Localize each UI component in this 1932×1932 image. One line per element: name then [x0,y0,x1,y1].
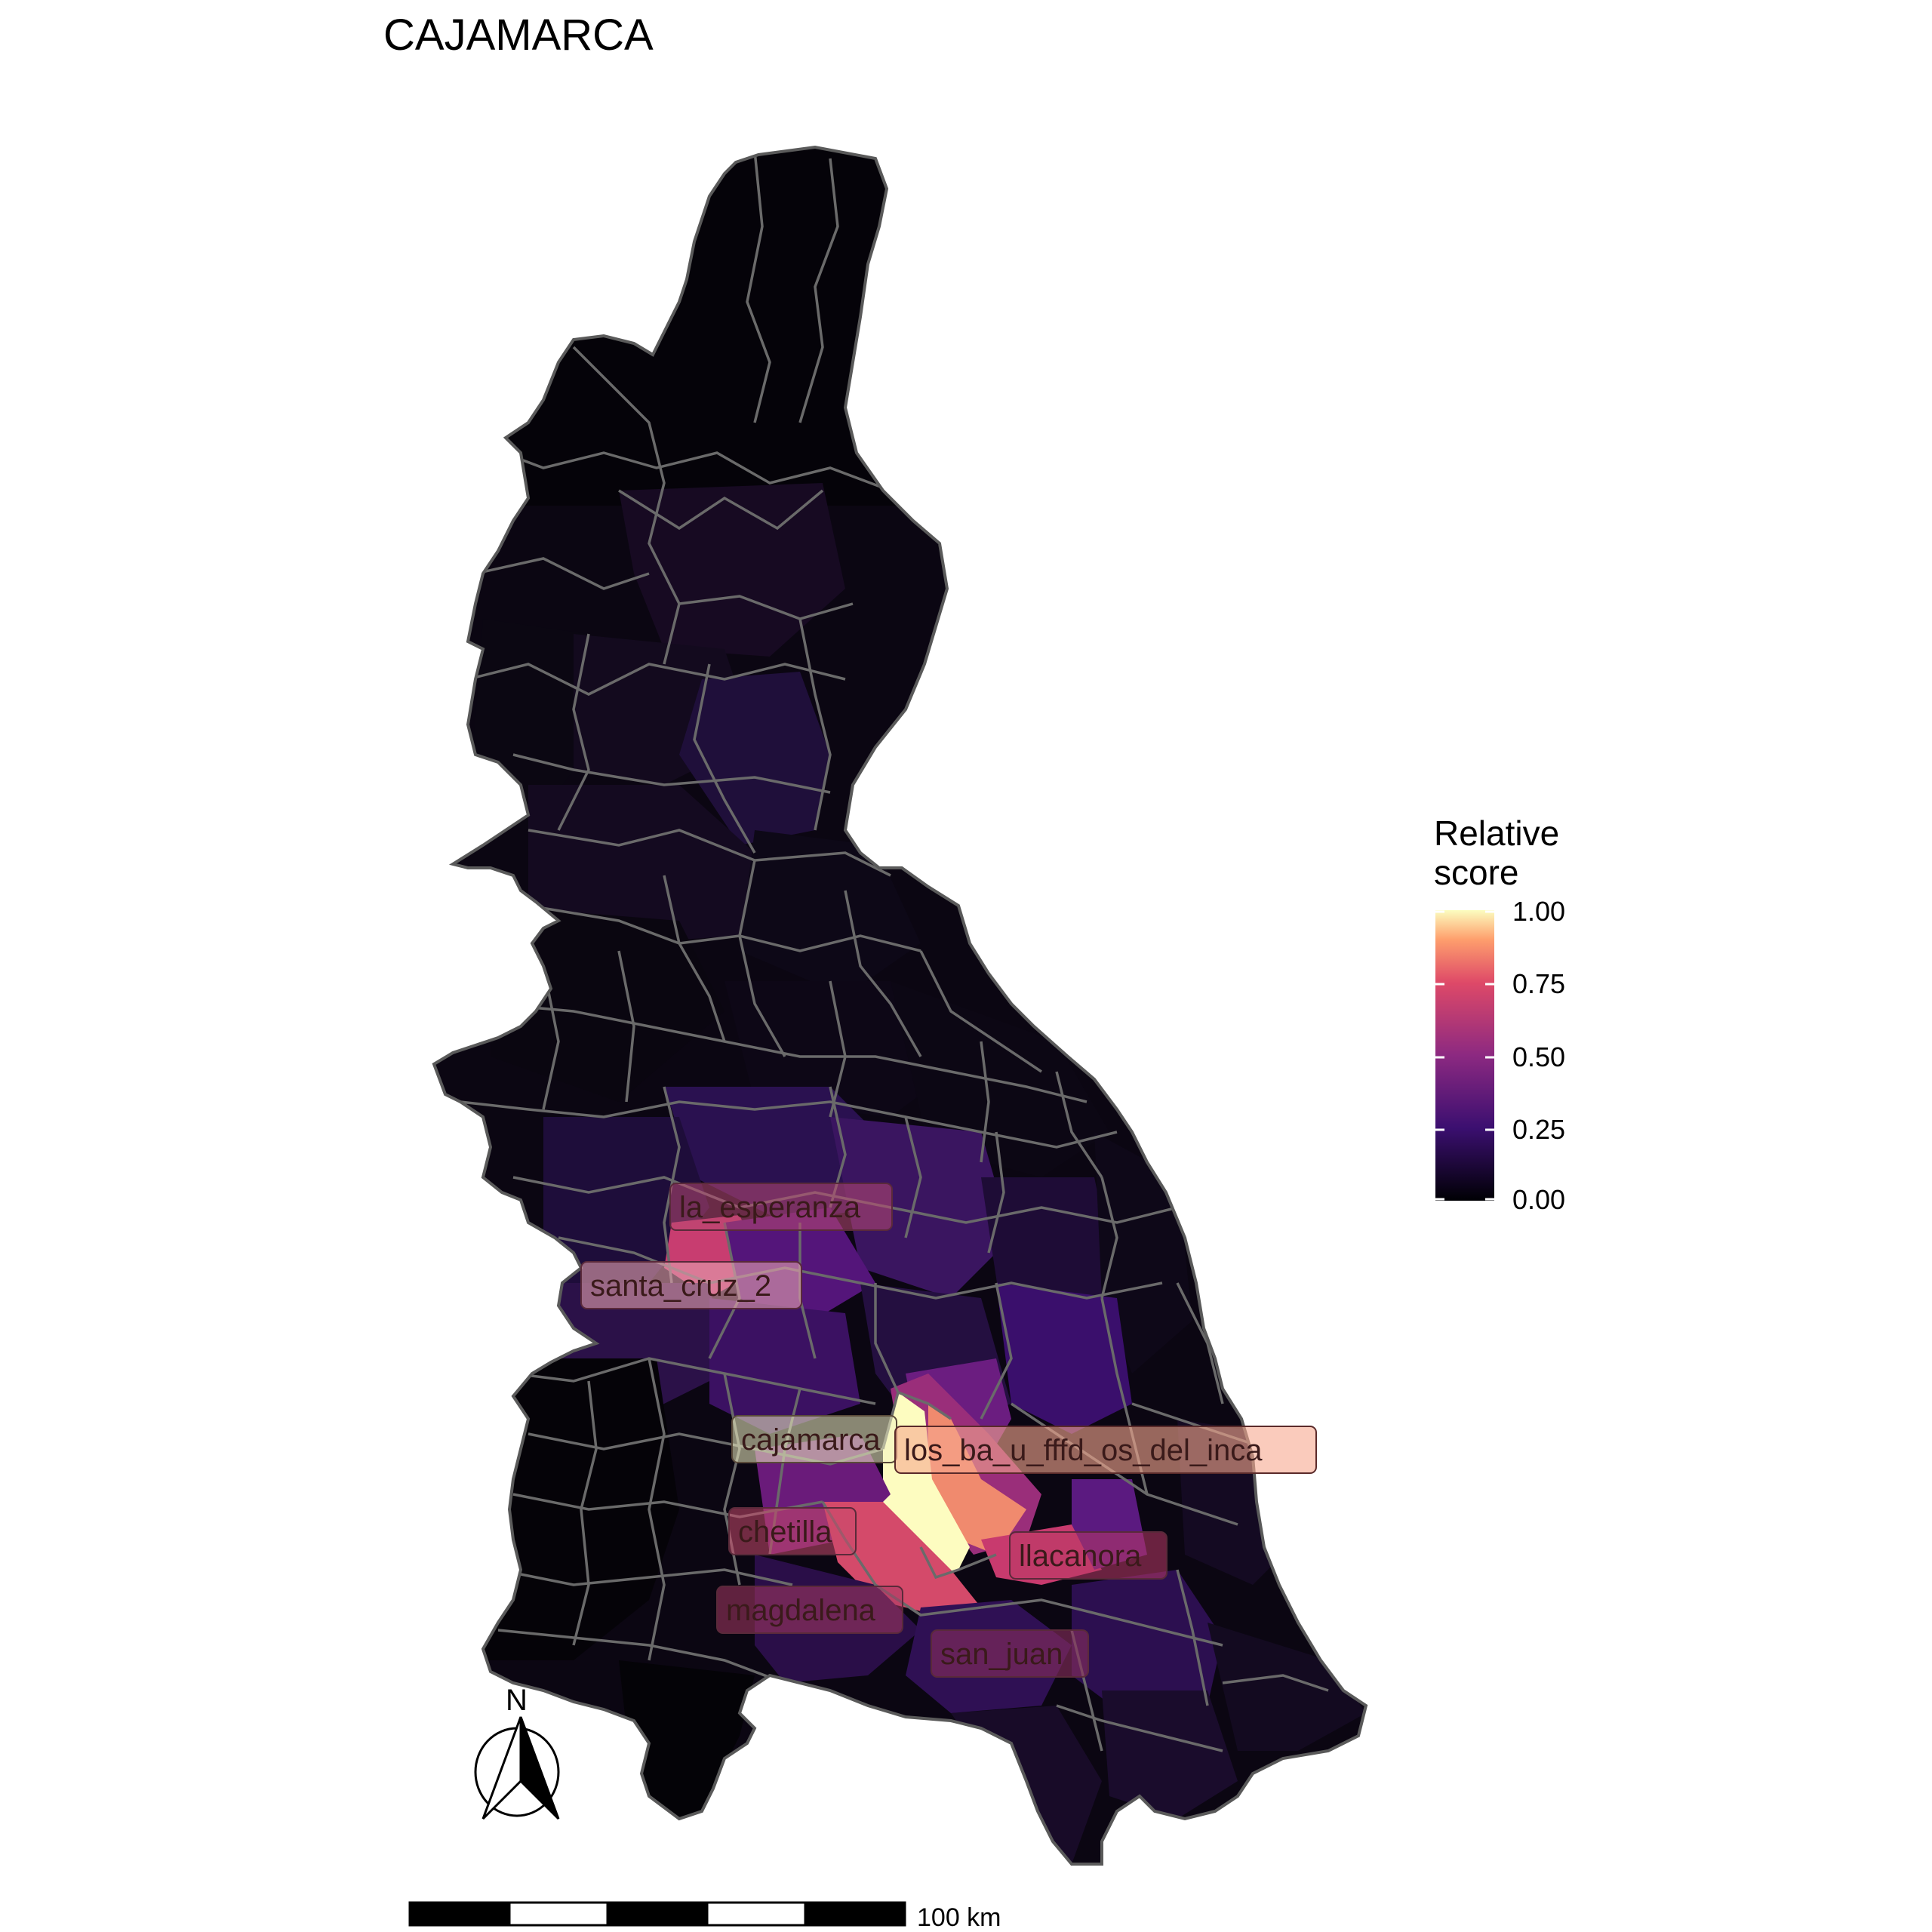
label-text: magdalena [726,1594,876,1627]
label-text: santa_cruz_2 [590,1269,771,1303]
district-patch [528,785,755,943]
label-magdalena: magdalena [716,1586,903,1634]
scale-bar-label: 100 km [917,1903,1001,1932]
district-boundaries [460,150,1329,1752]
district-patch [543,1117,709,1283]
label-chetilla: chetilla [728,1507,857,1555]
district-patch [709,1298,860,1434]
legend-tick-label: 0.50 [1512,1041,1565,1072]
legend-tick-label: 0.75 [1512,968,1565,999]
scale-bar: 100 km [408,1901,1001,1932]
district-patch [491,906,724,1102]
legend-title-line1: Relative [1434,814,1559,853]
label-text: los_ba_u_fffd_os_del_inca [904,1434,1263,1467]
label-text: la_esperanza [679,1191,861,1224]
legend-tick-marks [1435,910,1494,1201]
legend-title-line2: score [1434,853,1518,892]
district-patch [1072,1570,1223,1721]
label-text: llacanora [1019,1540,1142,1573]
district-patch [740,830,921,996]
district-patch [679,672,830,845]
district-patch [830,1117,1011,1298]
label-santa-cruz-2: santa_cruz_2 [580,1261,802,1309]
legend-tick-label: 1.00 [1512,896,1565,927]
label-llacanora: llacanora [1009,1531,1168,1580]
district-patch [1102,1690,1238,1819]
legend-tick-label: 0.25 [1512,1114,1565,1145]
label-text: cajamarca [741,1423,881,1457]
north-arrow-icon: N [474,1684,560,1820]
label-text: chetilla [738,1515,832,1549]
district-patch [891,981,1109,1177]
label-cajamarca: cajamarca [731,1415,897,1463]
map-title: CAJAMARCA [383,11,654,60]
region-map [432,145,1368,1866]
legend-tick-label: 0.00 [1512,1184,1565,1215]
legend-colorbar [1435,910,1494,1201]
label-los-banos-del-inca: los_ba_u_fffd_os_del_inca [894,1426,1317,1474]
district-labels: la_esperanza santa_cruz_2 cajamarca los_… [580,1183,1317,1678]
legend: Relative score 1.00 0.75 0.50 0.25 0.00 [1434,814,1565,1215]
label-la-esperanza: la_esperanza [669,1183,893,1231]
north-label: N [506,1684,528,1717]
region-outline [432,145,1368,1866]
district-patch [619,1660,755,1826]
district-patch [996,1283,1132,1434]
district-patch [434,147,1366,506]
district-patch [1208,1623,1366,1751]
label-text: san_juan [940,1638,1063,1671]
label-san-juan: san_juan [931,1629,1089,1678]
district-patch [724,981,951,1117]
